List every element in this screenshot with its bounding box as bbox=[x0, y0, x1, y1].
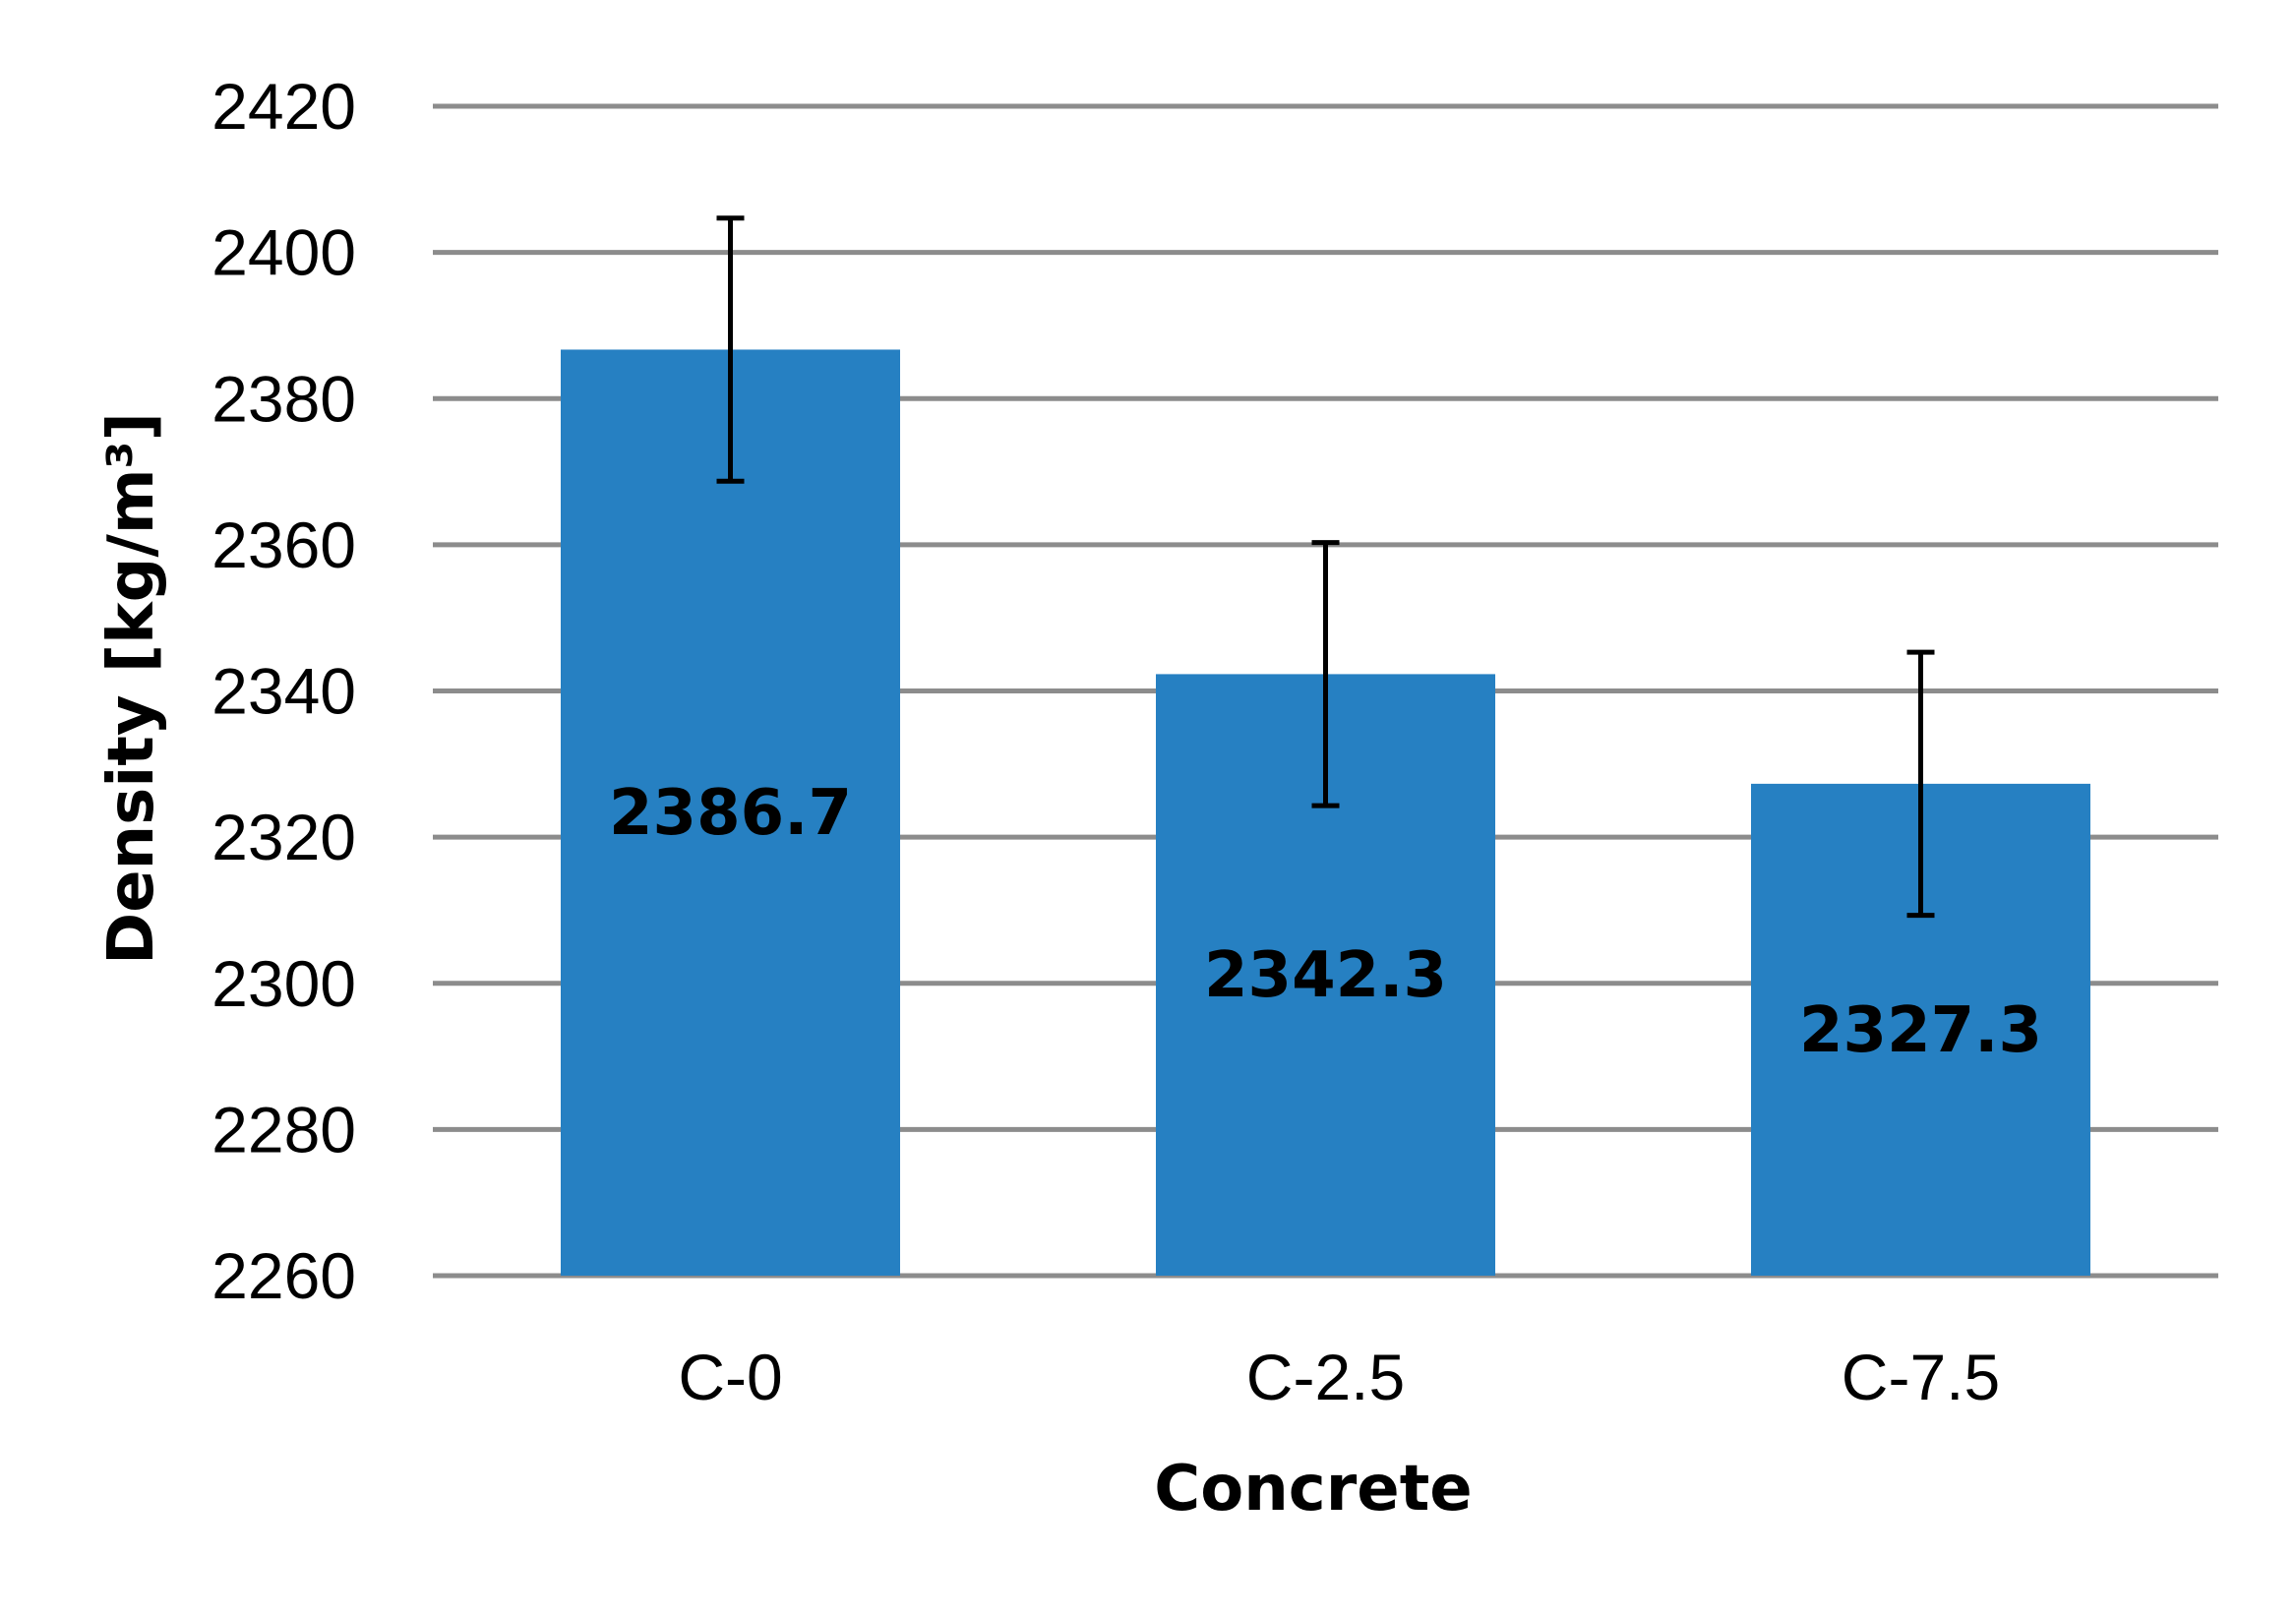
data-label-C-7.5: 2327.3 bbox=[1799, 994, 2042, 1067]
error-bar-C-2.5 bbox=[1311, 540, 1340, 808]
y-tick-label: 2360 bbox=[211, 508, 356, 581]
x-tick-label-C-2.5: C-2.5 bbox=[1246, 1341, 1405, 1413]
y-tick-label: 2320 bbox=[211, 801, 356, 873]
x-axis-title: Concrete bbox=[1154, 1453, 1472, 1525]
x-tick-label-C-7.5: C-7.5 bbox=[1842, 1341, 2000, 1413]
data-label-C-0: 2386.7 bbox=[609, 777, 852, 850]
data-label-C-2.5: 2342.3 bbox=[1204, 939, 1447, 1012]
bars bbox=[561, 349, 2090, 1276]
x-axis-ticks: C-0 C-2.5 C-7.5 bbox=[678, 1341, 2000, 1413]
y-tick-label: 2400 bbox=[211, 216, 356, 289]
y-tick-label: 2260 bbox=[211, 1239, 356, 1312]
error-bars bbox=[716, 215, 1935, 919]
y-axis-ticks: 2260 2280 2300 2320 2340 2360 2380 2400 2420 bbox=[211, 70, 356, 1312]
x-tick-label-C-0: C-0 bbox=[678, 1341, 782, 1413]
y-axis-title: Density [kg/m³] bbox=[95, 412, 168, 965]
data-labels: 2386.7 2342.3 2327.3 bbox=[609, 777, 2042, 1067]
y-tick-label: 2280 bbox=[211, 1093, 356, 1166]
error-bar-C-0 bbox=[716, 215, 745, 484]
y-tick-label: 2380 bbox=[211, 362, 356, 435]
bar-C-0 bbox=[561, 349, 900, 1276]
y-tick-label: 2300 bbox=[211, 947, 356, 1020]
y-tick-label: 2340 bbox=[211, 655, 356, 728]
error-bar-C-7.5 bbox=[1906, 649, 1935, 919]
y-tick-label: 2420 bbox=[211, 70, 356, 143]
